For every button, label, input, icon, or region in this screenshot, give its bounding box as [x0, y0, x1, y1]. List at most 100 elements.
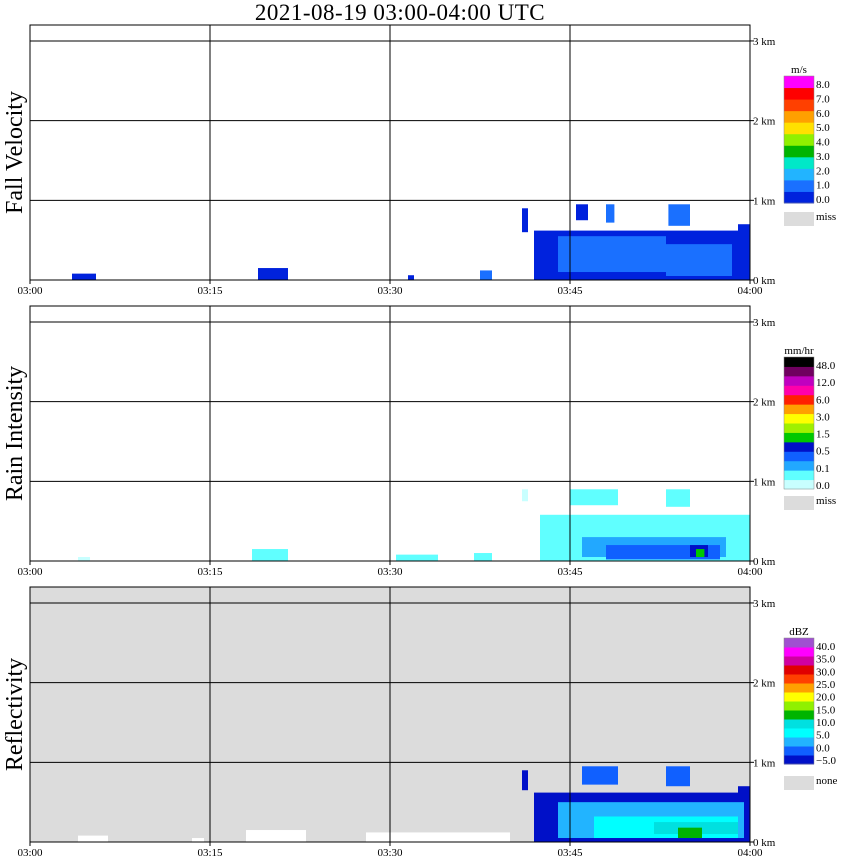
colorbar-label: 6.0	[816, 394, 830, 406]
x-tick-label: 03:00	[17, 285, 43, 297]
colorbar-swatch	[784, 394, 814, 405]
x-tick-label: 03:45	[557, 285, 583, 297]
echo-region	[576, 204, 588, 221]
colorbar-label: 20.0	[816, 692, 836, 704]
echo-region	[366, 832, 510, 842]
colorbar-miss-label: none	[816, 775, 838, 787]
x-tick-label: 03:30	[377, 847, 403, 859]
colorbar-label: 30.0	[816, 666, 836, 678]
y-tick-label: 1 km	[753, 476, 776, 488]
colorbar-swatch	[784, 179, 814, 192]
colorbar-swatch	[784, 451, 814, 462]
colorbar-swatch	[784, 441, 814, 452]
colorbar-miss-label: miss	[816, 495, 836, 507]
colorbar-swatch	[784, 755, 814, 765]
colorbar-label: 0.5	[816, 446, 830, 458]
echo-region	[696, 549, 705, 558]
colorbar-label: 40.0	[816, 641, 836, 653]
colorbar-label: 5.0	[816, 122, 830, 134]
y-tick-label: 1 km	[753, 195, 776, 207]
echo-region	[738, 224, 750, 237]
echo-region	[396, 554, 438, 561]
colorbar-swatch	[784, 87, 814, 100]
x-tick-label: 03:45	[557, 566, 583, 578]
colorbar-swatch	[784, 683, 814, 693]
colorbar-frame	[783, 75, 815, 204]
colorbar-label: 0.0	[816, 194, 830, 206]
colorbar-label: 10.0	[816, 717, 836, 729]
y-tick-label: 3 km	[753, 36, 776, 48]
colorbar-label: 25.0	[816, 679, 836, 691]
echo-region	[668, 204, 690, 226]
colorbar-miss-swatch	[784, 212, 814, 226]
x-tick-label: 04:00	[737, 285, 763, 297]
y-tick-label: 1 km	[753, 757, 776, 769]
x-tick-label: 03:00	[17, 847, 43, 859]
x-tick-label: 03:30	[377, 285, 403, 297]
colorbar-swatch	[784, 145, 814, 158]
colorbar-swatch	[784, 674, 814, 684]
echo-region	[582, 766, 618, 785]
colorbar-swatch	[784, 110, 814, 123]
echo-region	[408, 275, 414, 280]
colorbar-swatch	[784, 432, 814, 443]
y-tick-label: 2 km	[753, 678, 776, 690]
colorbar-unit: m/s	[791, 64, 807, 76]
x-tick-label: 03:15	[197, 285, 223, 297]
echo-region	[522, 489, 528, 502]
colorbar-swatch	[784, 460, 814, 471]
y-tick-label: 0 km	[753, 556, 776, 568]
x-tick-label: 03:15	[197, 566, 223, 578]
colorbar-label: 2.0	[816, 165, 830, 177]
colorbar-label: 1.5	[816, 429, 830, 441]
echo-region	[570, 489, 618, 506]
colorbar-swatch	[784, 719, 814, 729]
echo-region	[258, 268, 288, 280]
colorbar-swatch	[784, 647, 814, 657]
panel-1: 03:00 03:15 03:30 03:45 04:000 km 1 km 2 km 3 k…	[2, 305, 836, 578]
echo-region	[252, 549, 288, 561]
colorbar-swatch	[784, 156, 814, 169]
colorbar-label: 8.0	[816, 79, 830, 91]
colorbar-swatch	[784, 133, 814, 146]
colorbar-swatch	[784, 413, 814, 424]
colorbar-miss-label: miss	[816, 211, 836, 223]
colorbar-label: −5.0	[816, 755, 836, 767]
colorbar-label: 7.0	[816, 93, 830, 105]
x-tick-label: 04:00	[737, 566, 763, 578]
colorbar-swatch	[784, 168, 814, 181]
echo-region	[558, 236, 666, 273]
colorbar-swatch	[784, 404, 814, 415]
x-tick-label: 03:15	[197, 847, 223, 859]
colorbar-swatch	[784, 746, 814, 756]
colorbar-label: 0.0	[816, 480, 830, 492]
echo-region	[192, 838, 204, 842]
colorbar-frame	[783, 637, 815, 765]
colorbar-label: 1.0	[816, 180, 830, 192]
colorbar-swatch	[784, 423, 814, 433]
panel-label: Reflectivity	[2, 658, 28, 771]
colorbar-swatch	[784, 375, 814, 386]
colorbar-swatch	[784, 728, 814, 738]
y-tick-label: 0 km	[753, 275, 776, 287]
echo-region	[666, 766, 690, 787]
echo-region	[246, 830, 306, 842]
echo-region	[78, 557, 90, 561]
colorbar-swatch	[784, 366, 814, 377]
colorbar-frame	[783, 356, 815, 490]
colorbar-label: 48.0	[816, 360, 836, 372]
colorbar-swatch	[784, 638, 814, 648]
colorbar-swatch	[784, 76, 814, 89]
colorbar-label: 3.0	[816, 411, 830, 423]
y-tick-label: 0 km	[753, 837, 776, 849]
echo-region	[666, 244, 732, 277]
x-tick-label: 03:30	[377, 566, 403, 578]
echo-region	[522, 770, 528, 791]
colorbar-swatch	[784, 191, 814, 204]
y-tick-label: 3 km	[753, 598, 776, 610]
echo-region	[738, 786, 750, 796]
chart-title: 2021-08-19 03:00-04:00 UTC	[254, 0, 546, 25]
colorbar-swatch	[784, 479, 814, 490]
panel-0: 03:00 03:15 03:30 03:45 04:000 km 1 km 2 km 3 k…	[2, 24, 836, 297]
